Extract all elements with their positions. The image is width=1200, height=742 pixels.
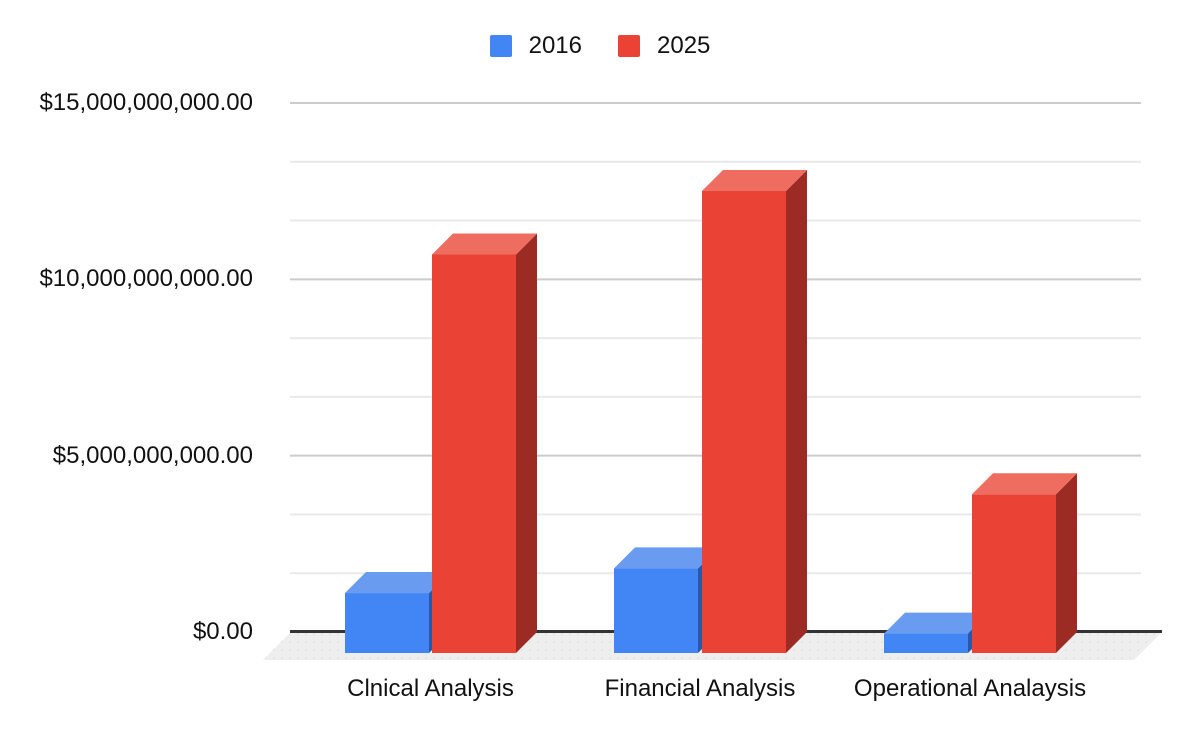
x-axis-category-label: Financial Analysis [604,675,796,702]
bar-2016-financial-analysis [614,568,698,653]
bar-2025-clnical-analysis [432,254,516,653]
bar-2025-financial-analysis-top [702,170,807,192]
y-axis-tick-label: $10,000,000,000.00 [39,265,253,293]
y-axis-tick-label: $15,000,000,000.00 [39,88,253,116]
bar-2025-financial-analysis-side [786,170,807,653]
legend-item-2016: 2016 [489,32,582,59]
legend-item-2025: 2025 [618,34,710,58]
bar-2016-operational-analaysis-top [884,612,989,634]
legend-label: 2016 [528,32,582,59]
bar-2025-operational-analaysis-top [972,473,1077,495]
bar-2025-clnical-analysis-top [432,233,537,255]
legend-color-swatch [618,35,640,57]
chart-legend: 2016 2025 [0,34,1200,58]
legend-color-swatch [489,35,512,57]
bar-2025-operational-analaysis [972,494,1056,653]
x-axis-category-label: Clnical Analysis [347,675,514,702]
x-axis-category-label: Operational Analaysis [853,675,1087,702]
bar-2016-financial-analysis-top [614,547,719,569]
bar-2025-financial-analysis [702,191,786,653]
bar-2025-clnical-analysis-side [516,233,537,653]
bar-2016-operational-analaysis [884,633,968,653]
legend-label: 2025 [657,32,711,59]
y-axis-tick-label: $5,000,000,000.00 [52,441,253,469]
y-axis-tick-label: $0.00 [192,618,253,645]
bar-2025-operational-analaysis-side [1056,473,1077,653]
bar-2016-clnical-analysis-top [345,572,450,594]
bar-2016-clnical-analysis [345,593,429,653]
